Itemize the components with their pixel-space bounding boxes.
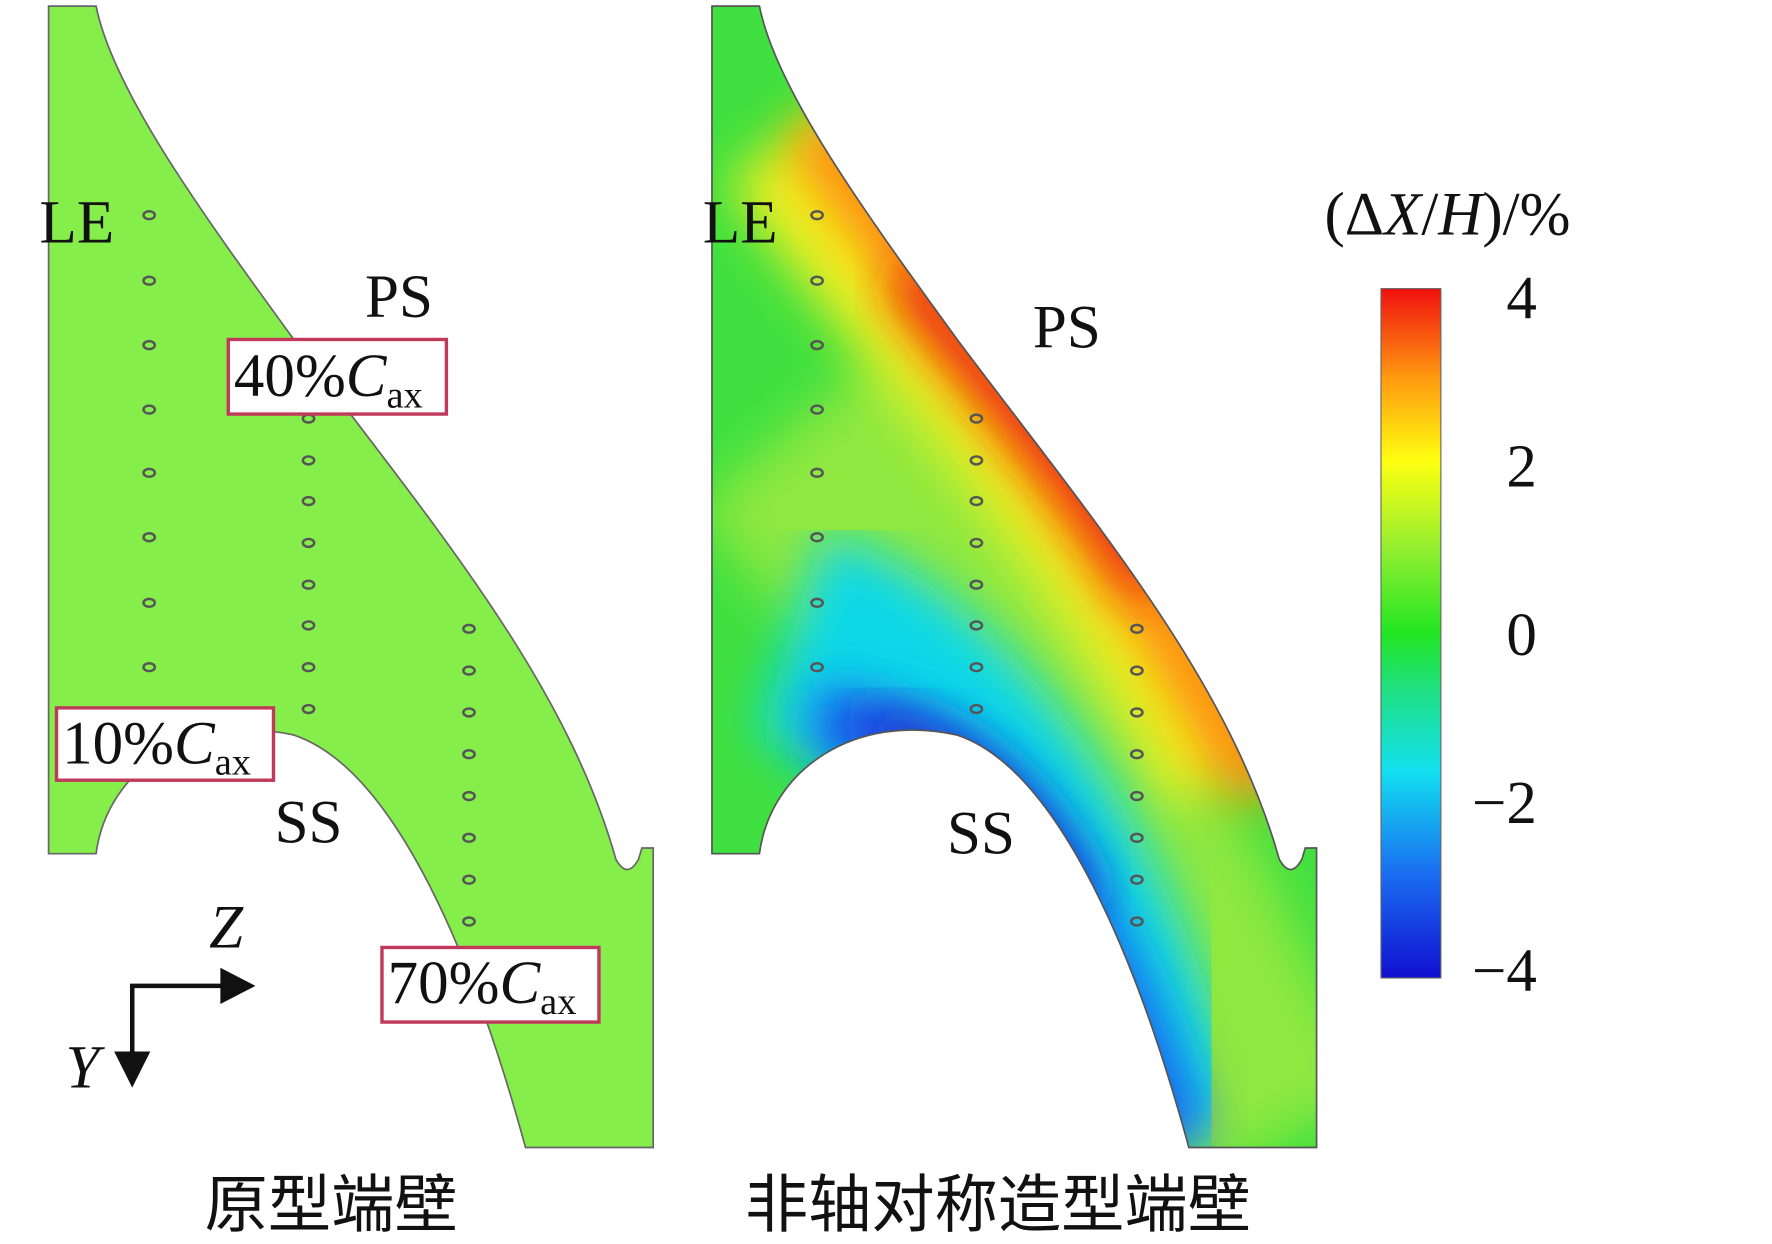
colorbar-tick-label: −4 <box>1472 938 1537 1005</box>
y-axis-label: Y <box>66 1035 106 1102</box>
ps-label: PS <box>365 264 433 331</box>
ss-label: SS <box>275 789 343 856</box>
colorbar-tick-label: 0 <box>1506 602 1537 669</box>
station-label: 10%Cax <box>62 710 251 783</box>
le-label: LE <box>40 189 115 256</box>
axis-arrows <box>114 967 256 1088</box>
station-box <box>380 945 601 1024</box>
colorbar-title: (ΔX/H)/% <box>1324 181 1570 248</box>
le-label: LE <box>703 189 778 256</box>
holes <box>142 209 476 927</box>
station-label: 40%Cax <box>234 343 423 416</box>
station-box <box>54 706 276 782</box>
colorbar-tick-label: 2 <box>1506 434 1537 501</box>
colorbar <box>1380 288 1442 979</box>
station-box <box>226 337 449 416</box>
colorbar-ticks: 4 2 0 −2 −4 <box>1472 265 1537 1005</box>
ps-label: PS <box>1033 294 1101 361</box>
panel-caption: 非轴对称造型端壁 <box>745 1171 1251 1241</box>
ss-label: SS <box>947 801 1015 868</box>
station-label: 70%Cax <box>388 950 577 1023</box>
z-axis-label: Z <box>209 894 244 961</box>
panel-caption: 原型端壁 <box>205 1171 458 1241</box>
colorbar-tick-label: 4 <box>1506 265 1537 332</box>
contour-field <box>711 90 1317 1148</box>
colorbar-tick-label: −2 <box>1472 770 1537 837</box>
